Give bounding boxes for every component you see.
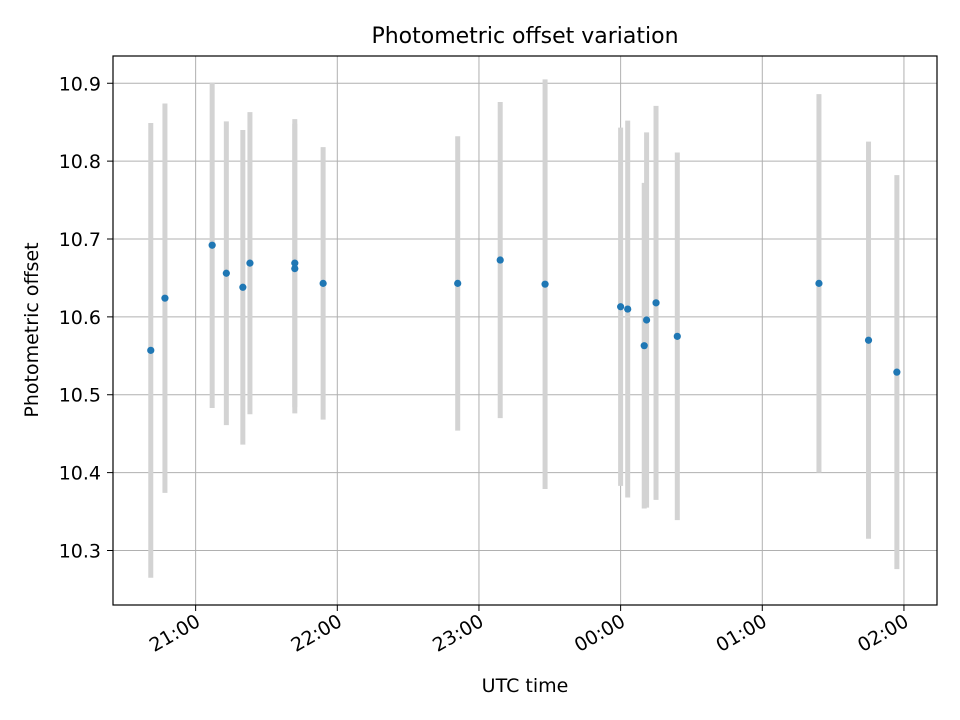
data-point	[222, 269, 230, 277]
y-tick-label: 10.8	[59, 151, 101, 173]
data-point	[291, 264, 299, 273]
data-point	[496, 256, 504, 264]
y-tick-label: 10.5	[59, 385, 101, 407]
y-tick-label: 10.7	[59, 229, 101, 251]
data-point	[815, 279, 823, 287]
plot-frame	[112, 55, 938, 606]
point-layer	[147, 241, 901, 376]
data-point	[291, 259, 299, 267]
data-point	[541, 280, 549, 288]
data-point	[161, 294, 169, 302]
y-axis-label: Photometric offset	[21, 242, 43, 417]
data-point	[617, 303, 625, 311]
data-point	[208, 241, 216, 249]
y-tick-label: 10.6	[59, 307, 101, 329]
data-point	[454, 279, 462, 287]
data-point	[673, 332, 681, 340]
data-point	[246, 259, 254, 267]
data-point	[864, 336, 873, 344]
data-point	[624, 305, 632, 313]
data-point	[239, 283, 247, 291]
data-point	[893, 368, 901, 376]
data-point	[147, 346, 155, 354]
chart-title: Photometric offset variation	[371, 24, 678, 49]
data-point	[652, 299, 660, 307]
y-tick-label: 10.9	[59, 73, 101, 95]
data-point	[640, 342, 648, 350]
y-tick-label: 10.4	[59, 463, 101, 485]
data-point	[642, 316, 651, 324]
data-point	[319, 279, 327, 287]
y-tick-label: 10.3	[59, 540, 101, 562]
x-axis-label: UTC time	[482, 675, 569, 697]
